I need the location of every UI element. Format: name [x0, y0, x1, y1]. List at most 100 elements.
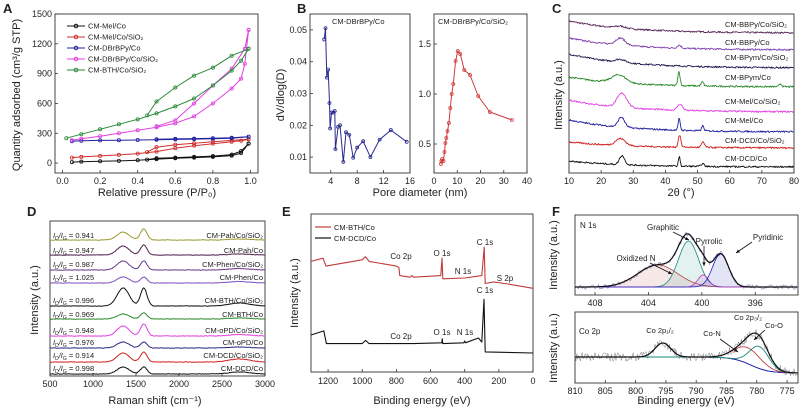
panel-a-x-axis-tick-label: 0.2 [94, 176, 107, 186]
data-point [329, 110, 334, 115]
ratio-symbol-part: G [63, 315, 67, 321]
data-point [487, 110, 492, 114]
series-label: CM-Pah/Co [224, 246, 263, 255]
data-point [324, 75, 329, 80]
panel-e-x-axis-tick-label: 0 [530, 376, 535, 386]
subplot-title: CM-DBrBPy/Co/SiO₂ [438, 17, 508, 26]
data-point [98, 127, 103, 132]
panel-d-x-axis-tick-label: 2000 [169, 379, 189, 389]
panel-f-n1s-x-axis-tick-label: 404 [641, 298, 656, 308]
panel-f-co2p-x-axis-tick-label: 780 [749, 386, 764, 396]
panel-letter: A [3, 1, 13, 16]
data-point [173, 118, 178, 123]
data-point [229, 53, 234, 58]
data-point [145, 113, 150, 118]
data-point [173, 155, 178, 160]
data-point [443, 141, 448, 145]
data-point [145, 157, 150, 162]
panel-a-x-axis-tick-label: 0.6 [169, 176, 182, 186]
series-label: CM-DCD/Co/SiO₂ [725, 136, 785, 145]
arrow-pyridinic-head [736, 249, 740, 253]
ratio-symbol-part: = [67, 246, 76, 255]
ratio-symbol-part: /I [58, 231, 63, 240]
peak-annotation: S 2p [497, 274, 514, 283]
panel-a-y-axis-tick-label: 300 [37, 128, 52, 138]
ratio-value: 0.998 [75, 364, 94, 373]
raman-spectrum-line [49, 276, 266, 284]
series-label: CM-Phen/Co/SiO₂ [202, 260, 263, 269]
component-label: Graphitic [647, 223, 679, 232]
data-point [451, 82, 456, 86]
series-label: CM-BBPy/Co/SiO₂ [725, 20, 787, 29]
component-label: Co-O [765, 321, 783, 330]
data-point [377, 137, 382, 142]
legend-label: CM-Mel/Co [88, 22, 126, 31]
raw-data-line [574, 329, 798, 377]
panel-d-plot-area [49, 220, 266, 377]
ratio-symbol-part: G [63, 265, 67, 271]
ratio-symbol-part: G [63, 301, 67, 307]
legend-marker [73, 67, 79, 73]
fit-envelope-line [575, 233, 798, 288]
data-point [154, 145, 159, 150]
data-point [442, 150, 447, 154]
ratio-value: 0.941 [75, 231, 94, 240]
data-point [210, 83, 215, 88]
legend-label: CM-DBrBPy/Co [88, 44, 141, 53]
data-point [210, 154, 215, 159]
fit-envelope-line [575, 332, 798, 374]
data-point [154, 149, 159, 154]
ratio-symbol-part: D [55, 343, 59, 349]
data-point [116, 152, 121, 157]
data-point [173, 136, 178, 141]
data-point [192, 101, 197, 106]
panel-a-y-axis-title: Quantity adsorbed (cm³/g STP) [11, 19, 23, 171]
data-point [229, 68, 234, 73]
data-point [210, 65, 215, 70]
panel-b-x-axis-tick-label: 40 [522, 176, 532, 186]
data-point [135, 128, 140, 133]
panel-e-x-axis-tick-label: 600 [423, 376, 438, 386]
xrd-pattern-line [568, 135, 794, 150]
id-ig-ratio-label: ID/IG = 1.025 [53, 273, 94, 284]
panel-c-x-axis-tick-label: 10 [564, 176, 574, 186]
raman-spectrum-line [49, 244, 265, 256]
ratio-symbol-part: D [55, 331, 59, 337]
panel-b-subplot-area [433, 13, 528, 174]
peak-annotation: N 1s [455, 267, 471, 276]
panel-d-x-axis-title: Raman shift (cm⁻¹) [108, 395, 201, 407]
data-point [246, 27, 251, 32]
legend-label: CM-BTH/Co/SiO₂ [88, 66, 146, 75]
ratio-symbol-part: = [67, 351, 76, 360]
data-point [327, 101, 332, 105]
data-point [444, 136, 449, 140]
data-point [446, 121, 451, 125]
data-point [154, 124, 159, 129]
panel-f-n1s-plot-area [574, 214, 799, 296]
panel-letter: E [282, 204, 291, 219]
panel-f-x-axis-title: Binding energy (eV) [637, 395, 734, 407]
ratio-symbol-part: G [63, 278, 67, 284]
legend-marker [73, 56, 79, 62]
panel-b-y-axis-tick-label: 0.02 [289, 120, 307, 130]
id-ig-ratio-label: ID/IG = 0.941 [53, 231, 94, 242]
isotherm-desorption-line [156, 29, 250, 127]
ratio-symbol-part: I [53, 246, 55, 255]
data-point [79, 136, 84, 141]
xrd-pattern-line [568, 70, 794, 88]
data-point [210, 101, 215, 106]
data-point [135, 151, 140, 156]
data-point [145, 150, 150, 155]
legend-marker [73, 23, 79, 29]
component-label: Oxidized N [616, 254, 655, 263]
panel-a-plot-area [54, 13, 259, 174]
data-point [135, 158, 140, 163]
data-point [229, 135, 234, 140]
ratio-symbol-part: D [55, 265, 59, 271]
ratio-symbol-part: = [67, 364, 76, 373]
series-label: CM-DCD/Co [221, 364, 263, 373]
id-ig-ratio-label: ID/IG = 0.987 [53, 260, 94, 271]
arrow-co-o-head [754, 336, 758, 340]
data-point [192, 154, 197, 159]
